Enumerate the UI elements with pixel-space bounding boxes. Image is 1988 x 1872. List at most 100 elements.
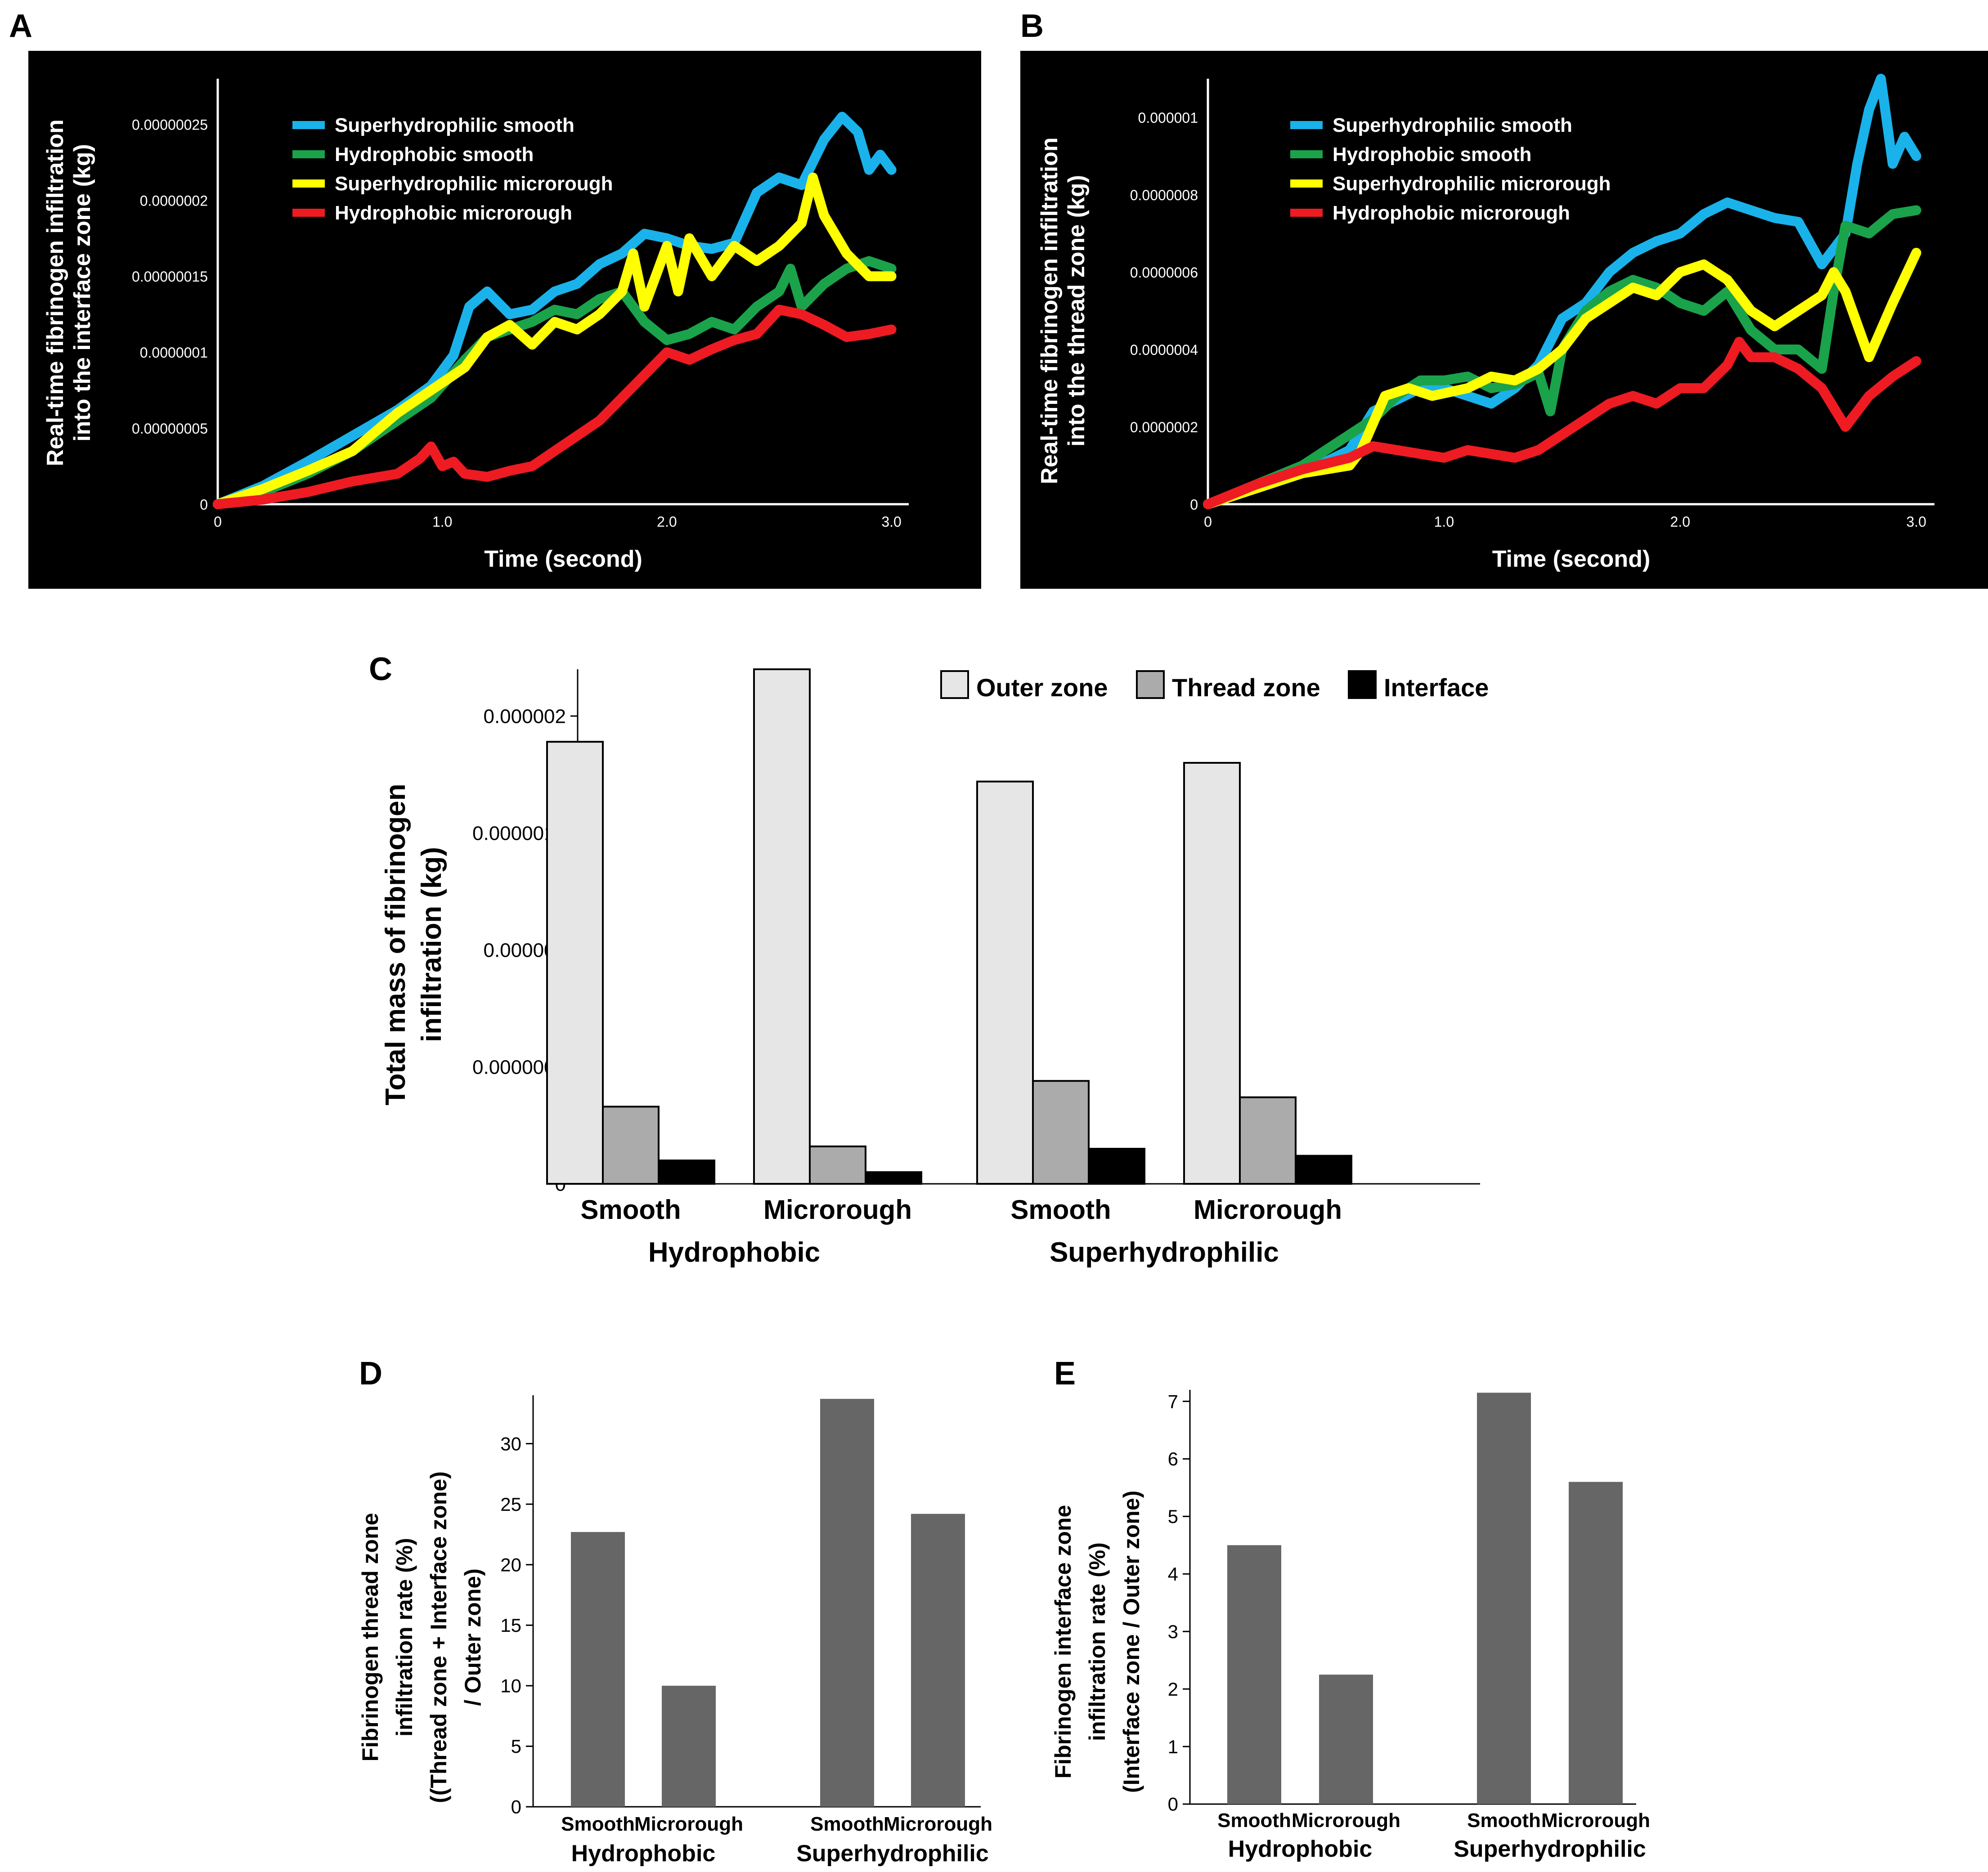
x-tick-label: 3.0: [1906, 514, 1926, 530]
y-tick-label: 5: [1168, 1506, 1178, 1527]
y-tick-label: 1: [1168, 1736, 1178, 1757]
bar: [753, 668, 811, 1185]
x-tick-label: 0: [214, 514, 222, 530]
category-label: Smooth: [1010, 1195, 1111, 1225]
y-tick-label: 0.0000001: [140, 345, 208, 361]
y-tick-label: 0.0000004: [1130, 342, 1198, 358]
bar: [865, 1171, 922, 1185]
category-label: Microrough: [634, 1813, 743, 1835]
legend-label: Superhydrophilic microrough: [335, 173, 613, 195]
panel-label: E: [1054, 1356, 1076, 1392]
bar: [976, 780, 1034, 1185]
legend-swatch: [940, 670, 969, 699]
panel-label: C: [369, 651, 392, 687]
x-tick-label: 1.0: [432, 514, 452, 530]
bar: [602, 1106, 660, 1185]
legend-label: Hydrophobic smooth: [1333, 143, 1531, 166]
y-tick-label: 0.0000008: [1130, 187, 1198, 203]
y-axis-label-line: Real-time fibrinogen infiltration: [1037, 137, 1063, 484]
chart-A: A 0 0.00000005 0.0000001 0.00000015 0.0000002…: [9, 8, 981, 589]
category-label: Smooth: [580, 1195, 681, 1225]
series-line: [1203, 248, 1921, 509]
y-tick-label: 0: [511, 1796, 521, 1818]
bar: [809, 1145, 866, 1185]
y-tick-label: 0: [200, 497, 208, 513]
legend-swatch: [1136, 670, 1165, 699]
y-tick-label: 6: [1168, 1448, 1178, 1469]
y-axis-label-line: infiltration rate (%): [392, 1538, 417, 1737]
bar: [546, 741, 604, 1185]
group-label: Hydrophobic: [1228, 1836, 1373, 1862]
y-tick-label: 10: [500, 1675, 521, 1697]
bar: [1239, 1096, 1297, 1185]
x-tick-label: 2.0: [657, 514, 677, 530]
series-line: [213, 172, 897, 509]
y-tick-label: 0.000002: [483, 705, 566, 727]
bar: [571, 1532, 625, 1807]
y-tick-label: 0.0000002: [140, 193, 208, 209]
y-axis-label-line: Real-time fibrinogen infiltration: [42, 119, 68, 466]
bar: [911, 1514, 965, 1807]
category-label: Microrough: [1541, 1809, 1650, 1832]
x-axis-label: Time (second): [1492, 546, 1651, 572]
y-axis-label-line: into the thread zone (kg): [1064, 175, 1090, 447]
y-tick-label: 25: [500, 1494, 521, 1515]
y-axis-label-line: (Interface zone / Outer zone): [1119, 1491, 1144, 1793]
series-line: [1203, 336, 1921, 509]
legend-label: Thread zone: [1172, 673, 1320, 702]
bar: [1569, 1482, 1623, 1804]
bar: [1227, 1545, 1281, 1804]
legend-label: Superhydrophilic smooth: [1333, 114, 1572, 136]
y-axis-label-line: infiltration rate (%): [1085, 1542, 1110, 1741]
y-tick-label: 30: [500, 1433, 521, 1454]
y-tick-label: 15: [500, 1615, 521, 1636]
bar: [1295, 1155, 1352, 1185]
chart-C: C00.00000050.0000010.00000150.000002Smoo…: [369, 651, 1489, 1268]
category-label: Smooth: [810, 1813, 884, 1835]
y-axis-label: Real-time fibrinogen infiltrationinto th…: [1037, 137, 1090, 484]
series-line: [213, 305, 897, 509]
y-axis-label-line: ((Thread zone + Interface zone): [426, 1471, 451, 1803]
y-tick-label: 3: [1168, 1621, 1178, 1642]
category-label: Microrough: [1292, 1809, 1400, 1832]
bar: [658, 1160, 715, 1185]
category-label: Smooth: [1467, 1809, 1541, 1832]
group-label: Superhydrophilic: [1050, 1237, 1279, 1268]
x-axis-label: Time (second): [484, 546, 642, 572]
y-axis-label-line: Fibrinogen interface zone: [1050, 1505, 1076, 1778]
panel-label: B: [1020, 8, 1044, 44]
group-label: Superhydrophilic: [1454, 1836, 1646, 1862]
x-tick-label: 2.0: [1670, 514, 1690, 530]
legend-label: Hydrophobic microrough: [335, 202, 572, 224]
y-tick-label: 2: [1168, 1679, 1178, 1700]
y-axis-label-line: Fibrinogen thread zone: [358, 1513, 383, 1762]
y-tick-label: 5: [511, 1736, 521, 1757]
x-tick-label: 1.0: [1434, 514, 1454, 530]
y-tick-label: 0.00000005: [132, 421, 208, 437]
y-tick-label: 0.0000002: [1130, 419, 1198, 435]
group-label: Hydrophobic: [571, 1841, 716, 1867]
bar: [1088, 1148, 1145, 1185]
y-axis-label-line: / Outer zone): [460, 1568, 485, 1706]
y-axis-label-line: infiltration (kg): [416, 847, 447, 1042]
y-tick-label: 0.00000015: [132, 269, 208, 285]
bar: [820, 1399, 874, 1807]
y-tick-label: 7: [1168, 1391, 1178, 1412]
group-label: Hydrophobic: [648, 1237, 820, 1268]
series-line: [1203, 205, 1921, 509]
y-tick-label: 0.000001: [1138, 110, 1198, 126]
x-tick-label: 3.0: [881, 514, 901, 530]
category-label: Microrough: [763, 1195, 912, 1225]
y-axis-label: Fibrinogen interface zone infiltration ra…: [1050, 1491, 1144, 1793]
group-label: Superhydrophilic: [796, 1841, 989, 1867]
bar: [1183, 762, 1241, 1185]
y-tick-label: 0.0000006: [1130, 264, 1198, 281]
legend-label: Superhydrophilic microrough: [1333, 173, 1611, 195]
y-axis-label-line: Total mass of fibrinogen: [380, 784, 411, 1105]
y-axis-label-line: into the interface zone (kg): [69, 144, 95, 442]
bar: [662, 1685, 716, 1807]
chart-B: B 0 0.0000002 0.0000004 0.0000006 0.0000008 0.…: [1020, 8, 1988, 589]
